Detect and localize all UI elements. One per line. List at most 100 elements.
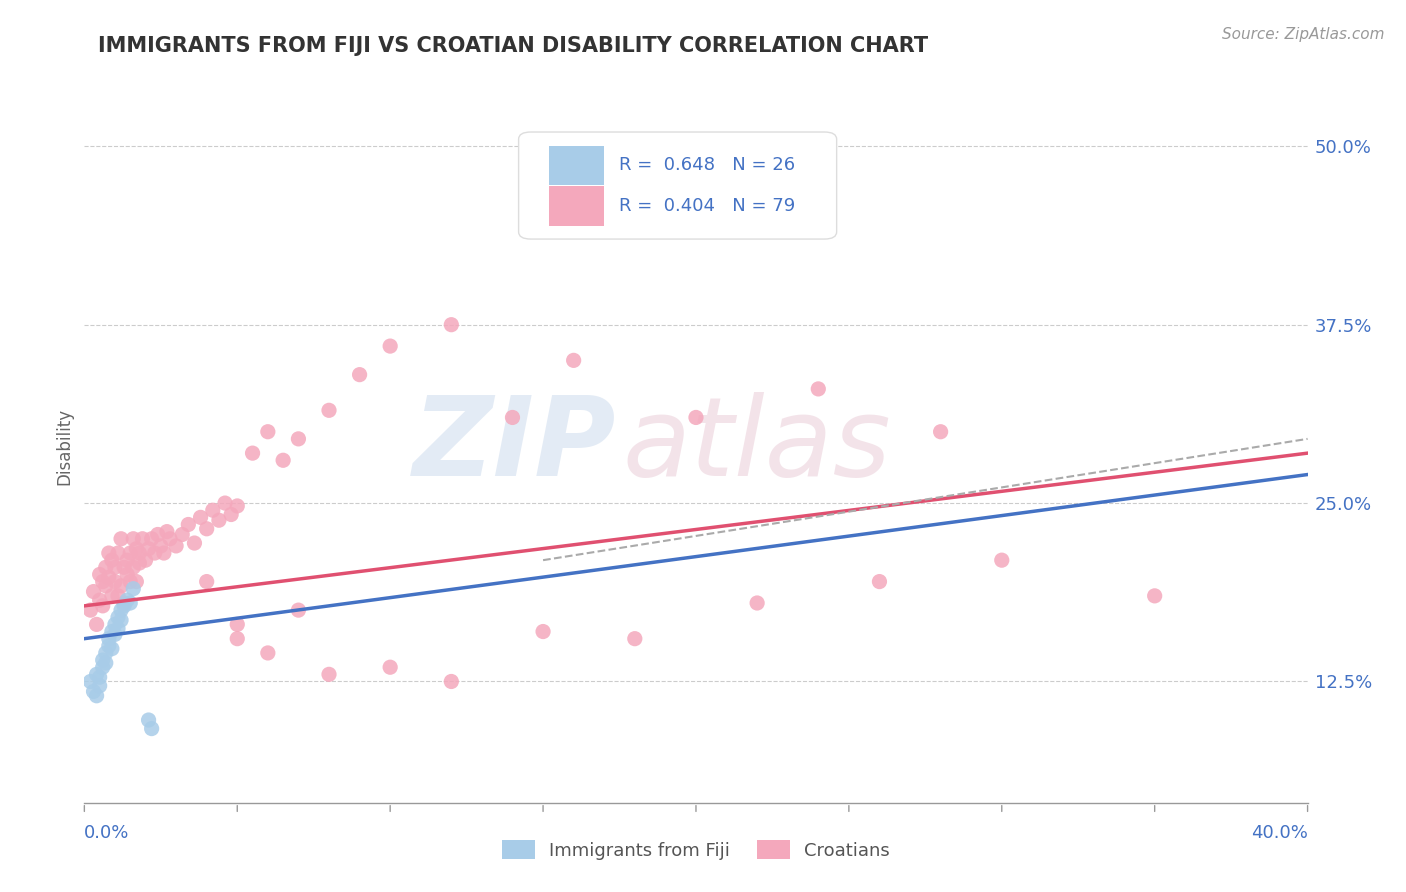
Point	[747, 596, 769, 610]
Point	[86, 667, 108, 681]
Point	[226, 632, 249, 646]
Point	[79, 674, 101, 689]
Point	[991, 553, 1014, 567]
Point	[183, 536, 205, 550]
Point	[159, 532, 181, 546]
Point	[242, 446, 264, 460]
Point	[89, 567, 111, 582]
Point	[89, 593, 111, 607]
Point	[94, 656, 117, 670]
Point	[172, 527, 194, 541]
Point	[104, 560, 127, 574]
Point	[122, 532, 145, 546]
Point	[287, 603, 309, 617]
Point	[122, 582, 145, 596]
Point	[562, 353, 585, 368]
Point	[226, 499, 249, 513]
Point	[104, 574, 127, 589]
Point	[929, 425, 952, 439]
Point	[86, 617, 108, 632]
Point	[97, 639, 120, 653]
Point	[149, 539, 172, 553]
Point	[89, 670, 111, 684]
Point	[91, 653, 114, 667]
Point	[104, 617, 127, 632]
Point	[83, 684, 105, 698]
Point	[219, 508, 242, 522]
Point	[120, 596, 142, 610]
Point	[685, 410, 707, 425]
Point	[141, 532, 163, 546]
Point	[380, 660, 402, 674]
Text: 40.0%: 40.0%	[1251, 824, 1308, 842]
Point	[531, 624, 554, 639]
Point	[138, 713, 160, 727]
Point	[101, 553, 124, 567]
Point	[153, 546, 176, 560]
Point	[125, 574, 148, 589]
Point	[440, 318, 463, 332]
Point	[128, 546, 150, 560]
Point	[115, 567, 138, 582]
Point	[318, 667, 340, 681]
FancyBboxPatch shape	[519, 132, 837, 239]
Point	[110, 603, 132, 617]
Point	[94, 560, 117, 574]
Point	[112, 599, 135, 613]
Point	[101, 589, 124, 603]
FancyBboxPatch shape	[550, 186, 605, 226]
Point	[214, 496, 236, 510]
Point	[91, 574, 114, 589]
Point	[110, 579, 132, 593]
Point	[165, 539, 187, 553]
Point	[91, 660, 114, 674]
Point	[110, 532, 132, 546]
Point	[271, 453, 294, 467]
Point	[115, 593, 138, 607]
Point	[807, 382, 830, 396]
Text: 0.0%: 0.0%	[84, 824, 129, 842]
Point	[177, 517, 200, 532]
Point	[101, 624, 124, 639]
Point	[146, 527, 169, 541]
Text: ZIP: ZIP	[413, 392, 616, 500]
Point	[97, 546, 120, 560]
Point	[190, 510, 212, 524]
Point	[104, 627, 127, 641]
Point	[195, 522, 218, 536]
Point	[94, 579, 117, 593]
Point	[107, 589, 129, 603]
Point	[94, 646, 117, 660]
Point	[156, 524, 179, 539]
Point	[257, 646, 280, 660]
Point	[138, 541, 160, 556]
Y-axis label: Disability: Disability	[55, 408, 73, 484]
Point	[107, 622, 129, 636]
Point	[120, 574, 142, 589]
Point	[624, 632, 647, 646]
Point	[1143, 589, 1166, 603]
Point	[195, 574, 218, 589]
Text: atlas: atlas	[623, 392, 891, 500]
Point	[380, 339, 402, 353]
Point	[128, 556, 150, 570]
Point	[226, 617, 249, 632]
Point	[125, 541, 148, 556]
Point	[107, 546, 129, 560]
Point	[83, 584, 105, 599]
Point	[97, 570, 120, 584]
Point	[135, 553, 157, 567]
FancyBboxPatch shape	[550, 145, 605, 185]
Point	[318, 403, 340, 417]
Point	[112, 596, 135, 610]
Point	[502, 410, 524, 425]
Point	[201, 503, 224, 517]
Point	[143, 546, 166, 560]
Point	[107, 610, 129, 624]
Point	[97, 632, 120, 646]
Text: IMMIGRANTS FROM FIJI VS CROATIAN DISABILITY CORRELATION CHART: IMMIGRANTS FROM FIJI VS CROATIAN DISABIL…	[98, 36, 928, 55]
Point	[122, 560, 145, 574]
Point	[89, 679, 111, 693]
Point	[287, 432, 309, 446]
Point	[115, 553, 138, 567]
